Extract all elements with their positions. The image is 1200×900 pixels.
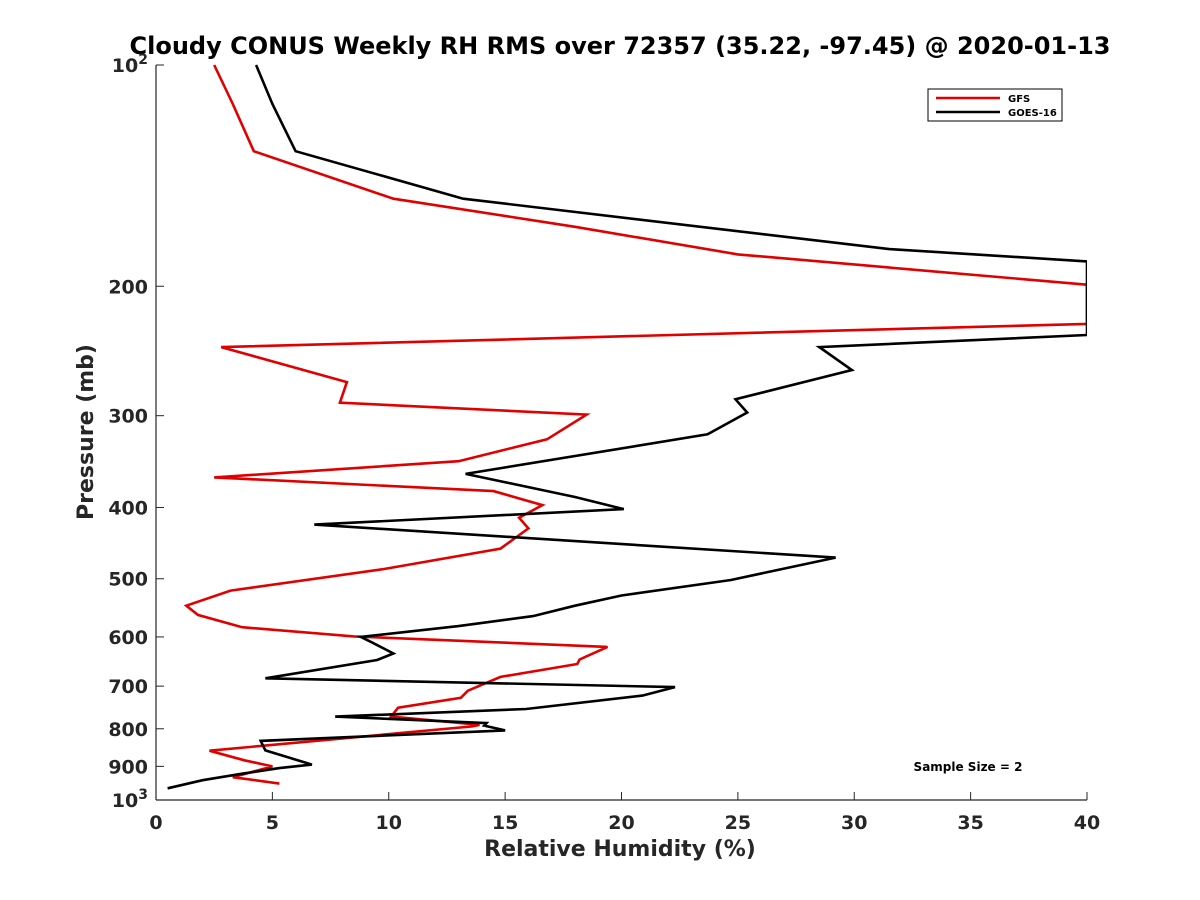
axes: 0 5 10 15 20 25 30 35 40 102 200 300 400 500 600 700 800…	[108, 52, 1100, 834]
x-tick-label: 40	[1074, 812, 1100, 834]
y-tick-label: 300	[108, 406, 148, 428]
series-line-gfs	[183, 64, 1087, 785]
x-tick-label: 30	[841, 812, 867, 834]
chart-title: Cloudy CONUS Weekly RH RMS over 72357 (3…	[130, 32, 1111, 60]
x-axis-label: Relative Humidity (%)	[484, 837, 756, 862]
legend-label-gfs: GFS	[1008, 94, 1030, 105]
y-tick-label: 600	[108, 627, 148, 649]
x-tick-label: 5	[266, 812, 279, 834]
y-tick-label: 400	[108, 498, 148, 520]
legend: GFS GOES-16	[927, 88, 1063, 122]
x-tick-label: 0	[149, 812, 162, 834]
y-tick-label: 200	[108, 276, 148, 298]
y-tick-label: 900	[108, 756, 148, 778]
legend-label-goes-16: GOES-16	[1008, 108, 1057, 119]
legend-box	[927, 88, 1063, 122]
series-line-goes-16	[167, 64, 1087, 790]
x-tick-label: 10	[376, 812, 402, 834]
sample-size-annotation: Sample Size = 2	[914, 760, 1023, 774]
series-layer	[167, 64, 1087, 790]
x-tick-label: 20	[608, 812, 634, 834]
y-tick-label: 800	[108, 719, 148, 741]
x-tick-label: 15	[492, 812, 518, 834]
y-tick-label: 103	[112, 787, 148, 812]
x-tick-label: 25	[725, 812, 751, 834]
y-tick-label: 700	[108, 676, 148, 698]
y-axis-label: Pressure (mb)	[74, 344, 99, 520]
y-tick-label: 500	[108, 569, 148, 591]
y-tick-label: 102	[112, 52, 148, 77]
x-tick-label: 35	[957, 812, 983, 834]
